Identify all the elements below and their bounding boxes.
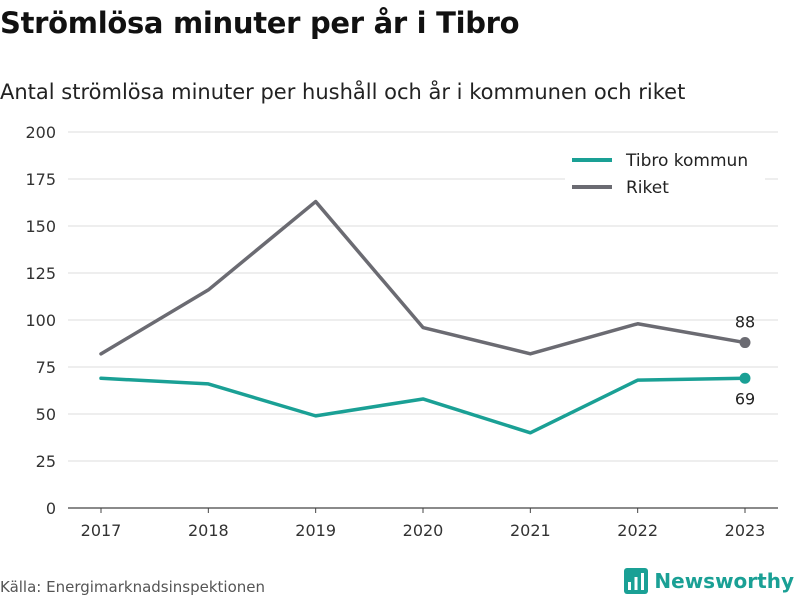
end-label-riket: 88 <box>735 313 755 332</box>
series-line-tibro <box>99 376 747 435</box>
x-tick-label: 2023 <box>725 521 766 540</box>
x-tick-label: 2020 <box>403 521 444 540</box>
y-tick-label: 0 <box>46 499 56 518</box>
legend-background <box>565 144 765 206</box>
y-tick-label: 50 <box>36 405 56 424</box>
bar-chart-logo-icon <box>624 568 649 594</box>
y-tick-label: 100 <box>25 311 56 330</box>
source-note: Källa: Energimarknadsinspektionen <box>0 578 266 596</box>
x-tick-label: 2018 <box>188 521 229 540</box>
end-point-riket <box>739 337 751 349</box>
legend-label-riket: Riket <box>626 178 669 198</box>
x-axis-ticks: 2017 2018 2019 2020 2021 2022 2023 <box>81 508 766 540</box>
y-tick-label: 75 <box>36 358 56 377</box>
end-labels: 69 88 <box>735 313 755 409</box>
legend-label-tibro: Tibro kommun <box>625 151 748 171</box>
end-label-tibro: 69 <box>735 389 755 408</box>
page-title: Strömlösa minuter per år i Tibro <box>0 6 520 40</box>
y-tick-label: 125 <box>25 264 56 283</box>
y-tick-label: 200 <box>25 123 56 142</box>
brand-logo: Newsworthy <box>624 568 794 594</box>
y-tick-label: 150 <box>25 217 56 236</box>
x-tick-label: 2022 <box>617 521 658 540</box>
brand-name: Newsworthy <box>654 569 794 593</box>
x-tick-label: 2019 <box>295 521 336 540</box>
y-axis-ticks: 0 25 50 75 100 125 150 175 200 <box>25 123 56 518</box>
legend: Tibro kommun Riket <box>565 144 765 206</box>
end-point-tibro <box>739 372 751 384</box>
series-lines <box>99 199 751 435</box>
y-tick-label: 25 <box>36 452 56 471</box>
series-line-riket <box>99 199 747 356</box>
chart-subtitle: Antal strömlösa minuter per hushåll och … <box>0 80 686 104</box>
x-tick-label: 2021 <box>510 521 551 540</box>
y-tick-label: 175 <box>25 170 56 189</box>
x-tick-label: 2017 <box>81 521 122 540</box>
